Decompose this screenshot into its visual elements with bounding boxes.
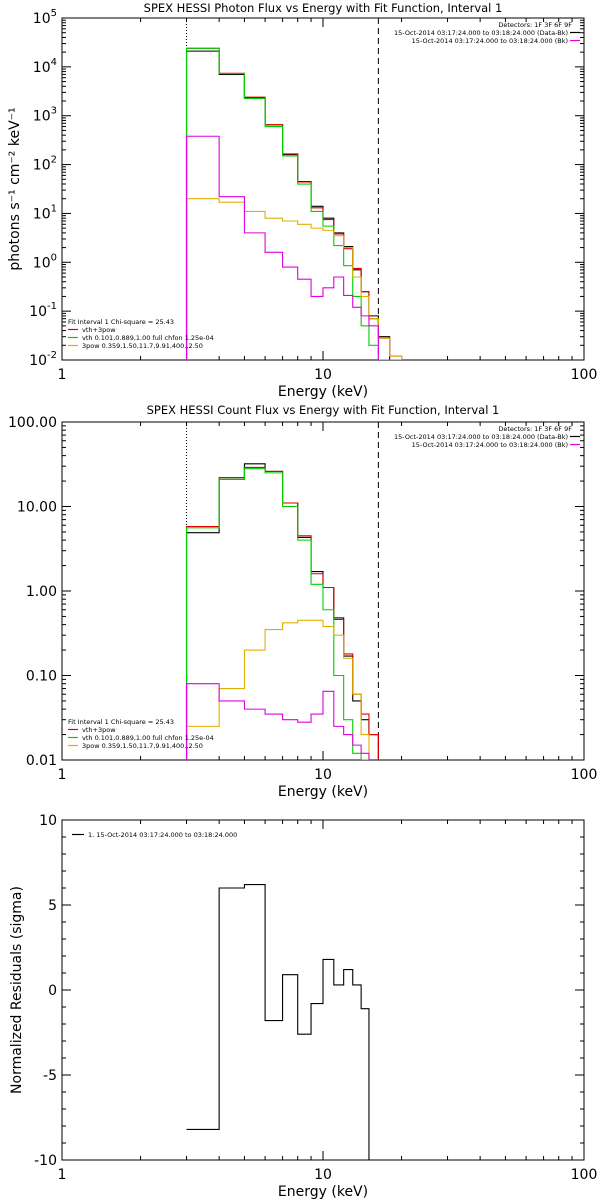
y-tick-label: 100.00 (8, 415, 57, 431)
y-tick-label: 105 (33, 8, 57, 27)
y-axis-label: photons s⁻¹ cm⁻² keV⁻¹ (7, 107, 23, 270)
y-tick-label: 103 (33, 106, 57, 125)
legend-fit-header: Fit Interval 1 Chi-square = 25.43 (68, 718, 174, 726)
x-tick-label: 100 (571, 767, 598, 783)
y-tick-label: 10 (39, 813, 57, 829)
y-tick-label: 10-2 (29, 350, 57, 369)
y-tick-label: 1.00 (26, 584, 57, 600)
series-group (185, 47, 403, 360)
legend-entry-label: 15-Oct-2014 03:17:24.000 to 03:18:24.000… (412, 37, 568, 45)
y-tick-label: -10 (34, 1153, 57, 1169)
plot-frame (61, 17, 585, 361)
y-tick-label: 102 (33, 155, 57, 174)
y-tick-label: 104 (33, 57, 57, 76)
legend-entry-label: vth 0.101,0.889,1.00 full chfon 1.25e-04 (82, 334, 214, 342)
chart-panel-1: SPEX HESSI Photon Flux vs Energy with Fi… (7, 1, 597, 400)
chart-title: SPEX HESSI Photon Flux vs Energy with Fi… (144, 1, 503, 15)
legend-entry-label: 15-Oct-2014 03:17:24.000 to 03:18:24.000… (394, 433, 568, 441)
y-tick-label: -5 (43, 1068, 57, 1084)
x-axis-label: Energy (keV) (278, 1184, 368, 1200)
y-tick-label: 0 (48, 983, 57, 999)
series-group (185, 463, 379, 760)
legend-entry-label: vth+3pow (82, 326, 116, 334)
y-tick-label: 0.01 (26, 753, 57, 769)
y-tick-label: 10.00 (17, 500, 57, 516)
series-3pow (185, 198, 403, 360)
x-tick-label: 100 (571, 367, 598, 383)
series-vth (185, 468, 369, 760)
series-data-bk (185, 50, 391, 360)
y-tick-label: 5 (48, 898, 57, 914)
legend-detectors: Detectors: 1F 3F 6F 9F (498, 425, 572, 433)
chart-panel-3: 1 10 100 Energy (keV) -10 -5 0 5 10 Normalized Re… (9, 813, 597, 1200)
chart-panel-2: SPEX HESSI Count Flux vs Energy with Fit… (8, 403, 597, 800)
x-axis-label: Energy (keV) (278, 384, 368, 400)
legend-fit-header: Fit Interval 1 Chi-square = 25.43 (68, 318, 174, 326)
x-tick-label: 10 (314, 767, 332, 783)
y-tick-label: 10-1 (29, 301, 57, 320)
x-tick-label: 1 (58, 367, 67, 383)
series-residuals (186, 884, 379, 1160)
series-bk (185, 683, 370, 760)
y-tick-label: 0.10 (26, 669, 57, 685)
series-vth (185, 47, 402, 360)
legend-entry-label: 3pow 0.359,1.50,11.7,9.91,400.,2.50 (82, 342, 203, 350)
legend-entry-label: vth 0.101,0.889,1.00 full chfon 1.25e-04 (82, 734, 214, 742)
x-tick-label: 100 (571, 1167, 598, 1183)
y-tick-label: 100 (33, 252, 57, 271)
legend-entry-label: 3pow 0.359,1.50,11.7,9.91,400.,2.50 (82, 742, 203, 750)
series-bk (185, 135, 379, 360)
series-group (186, 884, 379, 1160)
x-tick-label: 10 (314, 1167, 332, 1183)
legend-entry-label: 15-Oct-2014 03:17:24.000 to 03:18:24.000… (412, 441, 568, 449)
x-tick-label: 10 (314, 367, 332, 383)
series-3pow (185, 619, 370, 760)
x-tick-label: 1 (58, 1167, 67, 1183)
legend-entry-label: 1. 15-Oct-2014 03:17:24.000 to 03:18:24.… (88, 831, 237, 839)
legend-entry-label: 15-Oct-2014 03:17:24.000 to 03:18:24.000… (394, 29, 568, 37)
legend-entry-label: vth+3pow (82, 726, 116, 734)
y-axis-label: Normalized Residuals (sigma) (9, 886, 25, 1094)
legend-detectors: Detectors: 1F 3F 6F 9F (498, 21, 572, 29)
chart-title: SPEX HESSI Count Flux vs Energy with Fit… (147, 403, 500, 417)
x-tick-label: 1 (58, 767, 67, 783)
y-tick-label: 101 (33, 203, 57, 222)
x-axis-label: Energy (keV) (278, 784, 368, 800)
